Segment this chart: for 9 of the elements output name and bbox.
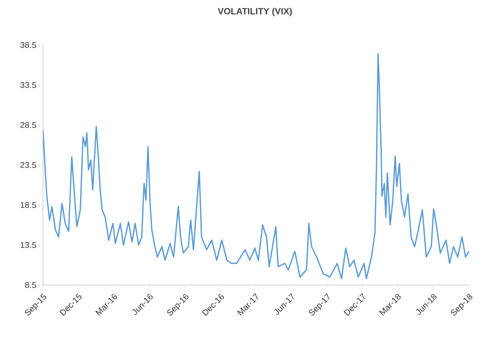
chart-title: VOLATILITY (VIX): [218, 8, 292, 16]
y-tick-label: 13.5: [20, 242, 36, 248]
y-tick-label: 18.5: [20, 202, 36, 208]
y-tick-label: 28.5: [20, 122, 36, 128]
y-tick-label: 33.5: [20, 82, 36, 88]
y-tick-label: 8.5: [25, 282, 36, 288]
line-series: [43, 53, 470, 280]
y-tick-label: 23.5: [20, 162, 36, 168]
y-tick-label: 38.5: [20, 42, 36, 48]
